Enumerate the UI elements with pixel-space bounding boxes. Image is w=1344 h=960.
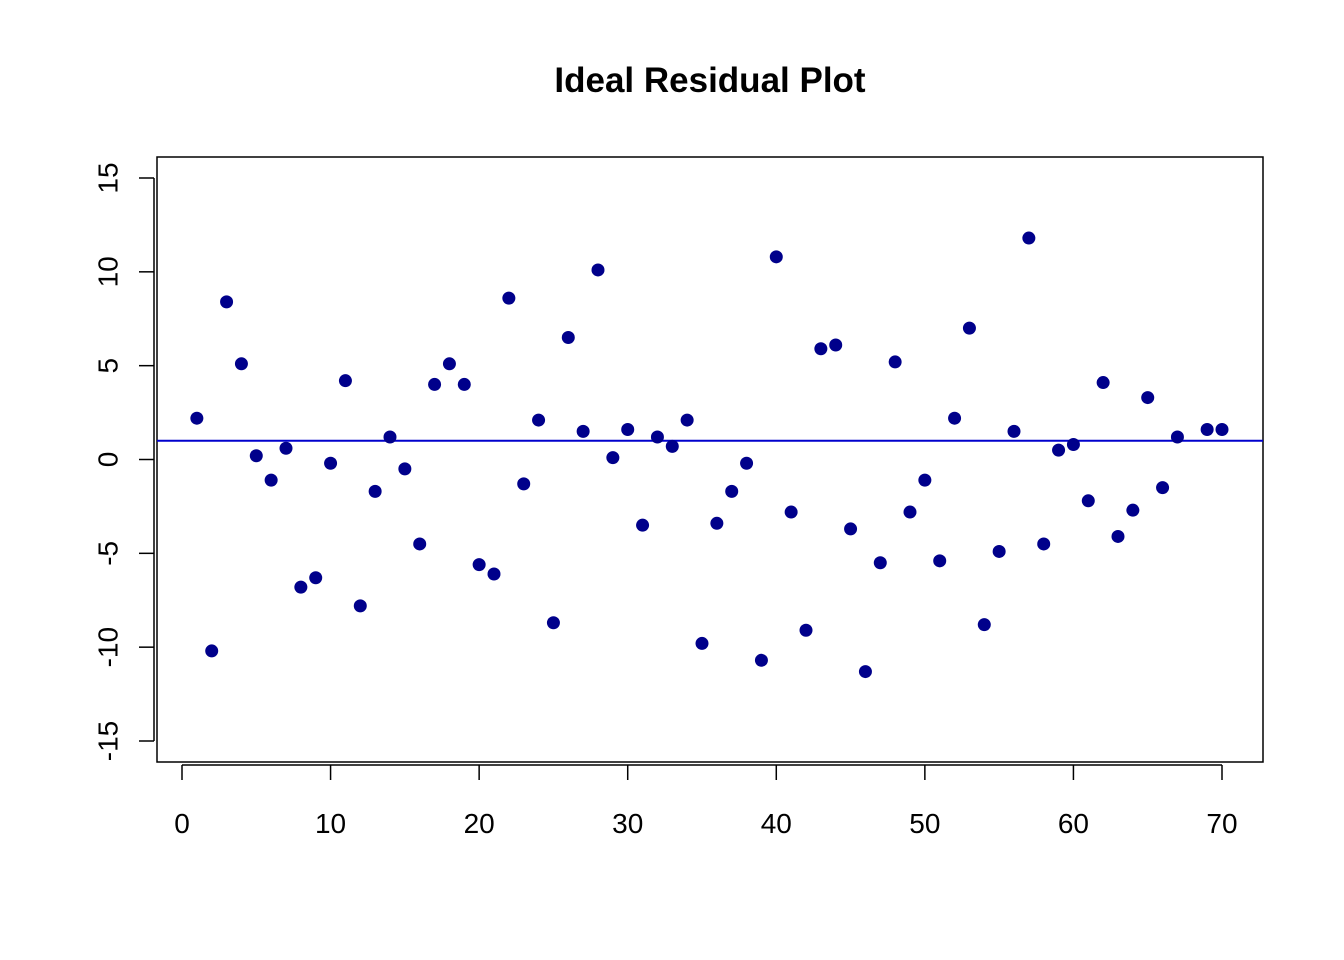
data-point [992, 544, 1006, 558]
data-point [769, 250, 783, 264]
data-point [606, 451, 620, 465]
data-point [1141, 391, 1155, 405]
data-point [918, 473, 932, 487]
x-tick-label: 40 [761, 808, 792, 839]
data-point [1111, 529, 1125, 543]
data-point [205, 644, 219, 658]
data-point [1052, 443, 1066, 457]
y-tick-label: -10 [92, 627, 123, 667]
y-tick-label: 0 [92, 452, 123, 468]
chart-title: Ideal Residual Plot [554, 61, 866, 100]
data-points-layer [190, 231, 1229, 679]
plot-frame [156, 156, 1264, 763]
data-point [888, 355, 902, 369]
data-point [903, 505, 917, 519]
data-point [324, 456, 338, 470]
data-point [309, 571, 323, 585]
data-point [457, 377, 471, 391]
data-point [368, 484, 382, 498]
data-point [561, 331, 575, 345]
data-point [977, 618, 991, 632]
data-point [1066, 437, 1080, 451]
x-tick-label: 60 [1058, 808, 1089, 839]
y-tick-label: 15 [92, 162, 123, 193]
data-point [1200, 422, 1214, 436]
data-point [576, 424, 590, 438]
y-tick-label: 5 [92, 358, 123, 374]
data-point [383, 430, 397, 444]
data-point [338, 374, 352, 388]
data-point [472, 558, 486, 572]
data-point [353, 599, 367, 613]
x-tick-label: 10 [315, 808, 346, 839]
data-point [1170, 430, 1184, 444]
y-tick-label: 10 [92, 256, 123, 287]
x-tick-label: 0 [174, 808, 190, 839]
data-point [234, 357, 248, 371]
data-point [680, 413, 694, 427]
data-point [754, 653, 768, 667]
data-point [873, 556, 887, 570]
data-point [1096, 376, 1110, 390]
data-point [636, 518, 650, 532]
data-point [621, 422, 635, 436]
data-point [442, 357, 456, 371]
x-tick-label: 30 [612, 808, 643, 839]
data-point [725, 484, 739, 498]
data-point [933, 554, 947, 568]
data-point [220, 295, 234, 309]
data-point [814, 342, 828, 356]
data-point [398, 462, 412, 476]
x-tick-label: 50 [909, 808, 940, 839]
data-point [190, 411, 204, 425]
data-point [294, 580, 308, 594]
data-point [710, 516, 724, 530]
data-point [413, 537, 427, 551]
data-point [279, 441, 293, 455]
data-point [532, 413, 546, 427]
data-point [650, 430, 664, 444]
data-point [829, 338, 843, 352]
data-point [1037, 537, 1051, 551]
data-point [1081, 494, 1095, 508]
data-point [844, 522, 858, 536]
x-axis: 0 10 20 30 40 50 60 70 [174, 764, 1238, 839]
data-point [1126, 503, 1140, 517]
data-point [546, 616, 560, 630]
x-tick-label: 20 [464, 808, 495, 839]
data-point [591, 263, 605, 277]
data-point [799, 623, 813, 637]
data-point [264, 473, 278, 487]
y-tick-label: -5 [92, 541, 123, 566]
y-axis: -15 -10 -5 0 5 10 15 [92, 162, 155, 761]
data-point [428, 377, 442, 391]
data-point [695, 636, 709, 650]
data-point [858, 665, 872, 679]
data-point [1007, 424, 1021, 438]
data-point [502, 291, 516, 305]
data-point [1022, 231, 1036, 245]
data-point [1156, 481, 1170, 495]
data-point [962, 321, 976, 335]
data-point [948, 411, 962, 425]
data-point [740, 456, 754, 470]
data-point [665, 439, 679, 453]
data-point [487, 567, 501, 581]
x-tick-label: 70 [1206, 808, 1237, 839]
data-point [517, 477, 531, 491]
data-point [1215, 422, 1229, 436]
data-point [784, 505, 798, 519]
y-tick-label: -15 [92, 721, 123, 761]
data-point [249, 449, 263, 463]
